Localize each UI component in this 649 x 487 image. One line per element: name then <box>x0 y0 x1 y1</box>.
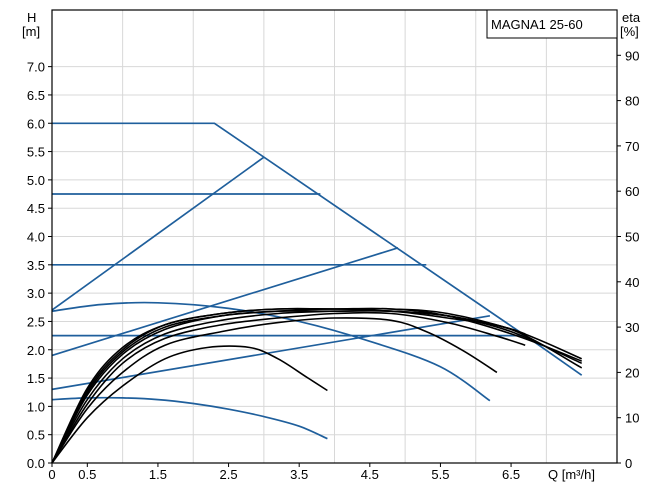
left-axis-tick-label: 1.0 <box>27 399 45 414</box>
efficiency-curve-line <box>51 307 583 464</box>
left-axis-label: H <box>27 10 36 25</box>
left-axis-tick-label: 4.0 <box>27 230 45 245</box>
right-axis-tick-label: 20 <box>625 365 639 380</box>
left-axis-tick-label: 5.5 <box>27 145 45 160</box>
chart-title: MAGNA1 25-60 <box>491 17 583 32</box>
x-axis-tick-label: 3.5 <box>290 467 308 482</box>
efficiency-curve-line <box>51 307 582 464</box>
left-axis-tick-label: 3.0 <box>27 286 45 301</box>
x-axis-tick-label: 6.5 <box>502 467 520 482</box>
curves <box>51 122 583 464</box>
head-curve-line <box>51 396 328 440</box>
x-axis-tick-label: 4.5 <box>361 467 379 482</box>
x-axis-label: Q [m³/h] <box>548 467 595 482</box>
right-axis-tick-label: 40 <box>625 275 639 290</box>
left-axis-tick-label: 6.5 <box>27 88 45 103</box>
x-axis-tick-label: 0 <box>48 467 55 482</box>
right-axis-tick-label: 70 <box>625 139 639 154</box>
efficiency-curve-line <box>51 309 583 464</box>
right-axis-tick-label: 30 <box>625 320 639 335</box>
left-axis-tick-label: 0.0 <box>27 456 45 471</box>
left-axis-tick-label: 1.5 <box>27 371 45 386</box>
efficiency-curve-line <box>51 317 498 464</box>
efficiency-curve-line <box>51 308 583 464</box>
left-axis-tick-label: 5.0 <box>27 173 45 188</box>
right-axis-unit: [%] <box>620 24 639 39</box>
head-curve-line <box>52 122 583 376</box>
head-curve-line <box>51 156 265 311</box>
left-axis-tick-label: 6.0 <box>27 116 45 131</box>
x-axis-tick-label: 1.5 <box>149 467 167 482</box>
x-axis-tick-label: 5.5 <box>431 467 449 482</box>
right-axis-tick-label: 0 <box>625 456 632 471</box>
right-axis-tick-label: 60 <box>625 184 639 199</box>
x-axis-tick-label: 2.5 <box>220 467 238 482</box>
left-axis-tick-label: 4.5 <box>27 201 45 216</box>
right-axis-tick-label: 90 <box>625 48 639 63</box>
left-axis-tick-label: 3.5 <box>27 258 45 273</box>
efficiency-curve-line <box>51 311 526 464</box>
grid <box>51 10 618 464</box>
left-axis-tick-label: 2.5 <box>27 314 45 329</box>
ticks: 0.0 0.5 1.0 1.5 2.0 2.5 3.0 3.5 4.0 4.5 5.0 5.5 6.0 6… <box>27 48 640 482</box>
right-axis-label: eta <box>622 10 641 25</box>
x-axis-tick-label: 0.5 <box>78 467 96 482</box>
title-box <box>486 9 618 39</box>
efficiency-curve-line <box>51 345 328 464</box>
right-axis-tick-label: 50 <box>625 230 639 245</box>
right-axis-tick-label: 10 <box>625 411 639 426</box>
left-axis-tick-label: 2.0 <box>27 343 45 358</box>
left-axis-tick-label: 0.5 <box>27 428 45 443</box>
right-axis-tick-label: 80 <box>625 94 639 109</box>
head-curve-line <box>51 246 399 357</box>
left-axis-unit: [m] <box>22 24 40 39</box>
left-axis-tick-label: 7.0 <box>27 60 45 75</box>
